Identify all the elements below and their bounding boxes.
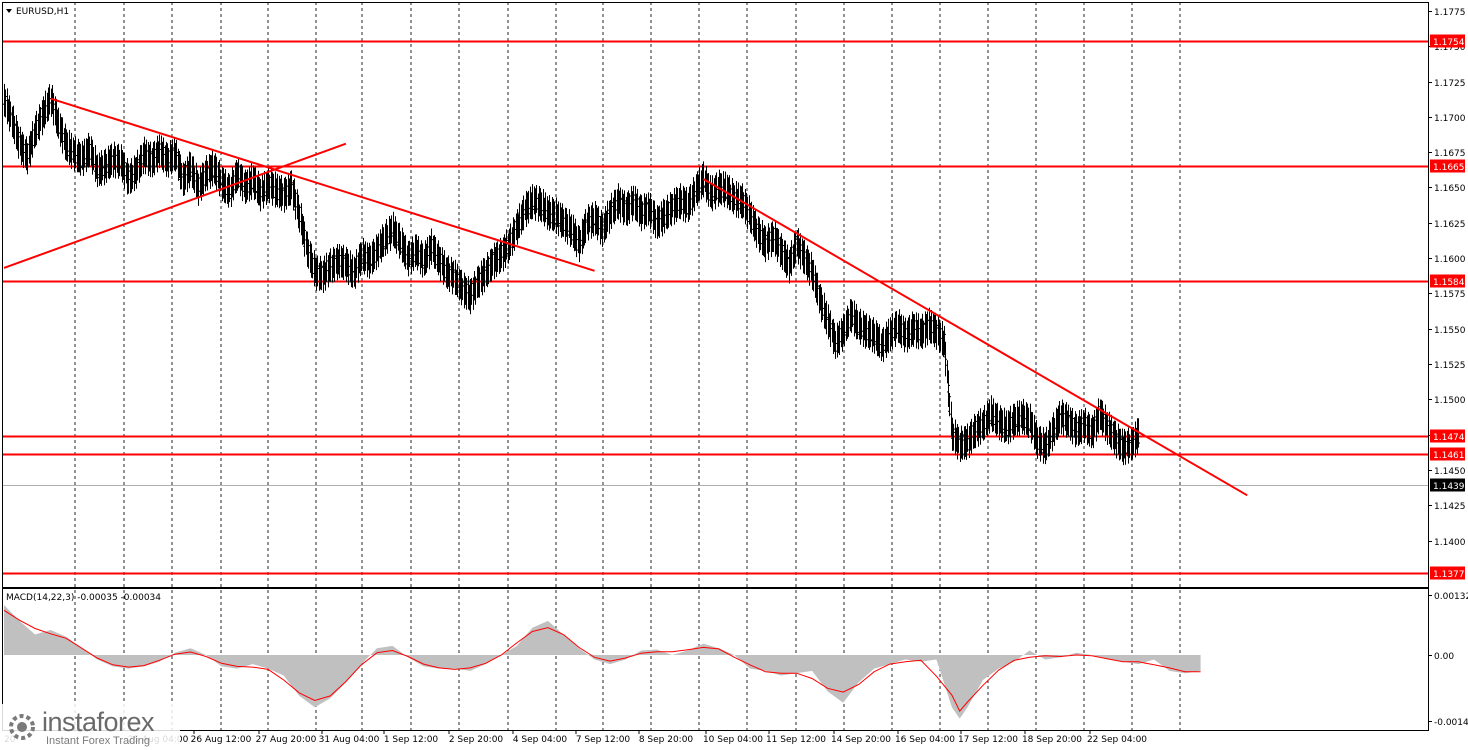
macd-panel	[3, 605, 1201, 719]
price-tick-label: 1.1525	[1434, 361, 1466, 371]
macd-tick-label: 0.00	[1434, 652, 1454, 662]
price-tick-label: 1.1675	[1434, 149, 1466, 159]
horizontal-levels	[2, 40, 1428, 575]
chart-labels: EURUSD,H1 MACD(14,22,3) -0.00035 -0.00034	[6, 7, 161, 603]
price-tick-label: 1.1575	[1434, 290, 1466, 300]
time-tick-label: 22 Sep 04:00	[1087, 735, 1147, 745]
price-tick-label: 1.1500	[1434, 396, 1466, 406]
time-tick-label: 27 Aug 20:00	[256, 735, 317, 745]
price-tick-label: 1.1400	[1434, 538, 1466, 548]
time-tick-label: 1 Sep 12:00	[384, 735, 439, 745]
price-tick-label: 1.1750	[1434, 43, 1466, 53]
macd-label: MACD(14,22,3) -0.00035 -0.00034	[6, 593, 161, 603]
macd-tick-label: -0.00144	[1434, 718, 1468, 728]
level-label: 1.1461	[1433, 451, 1465, 461]
level-label-bg	[1430, 447, 1465, 461]
time-tick-label: 2 Sep 20:00	[449, 735, 504, 745]
level-label: 1.1665	[1433, 163, 1465, 173]
macd-histogram	[4, 605, 1201, 719]
macd-panel-border	[2, 588, 1429, 731]
symbol-label: EURUSD,H1	[16, 7, 69, 17]
level-label: 1.1474	[1433, 433, 1465, 443]
macd-tick-label: 0.00132	[1434, 592, 1468, 602]
vertical-grid	[74, 2, 1181, 730]
level-label: 1.1754	[1433, 38, 1465, 48]
instaforex-logo-icon	[9, 714, 35, 740]
price-tick-label: 1.1600	[1434, 255, 1466, 265]
level-label-bg	[1430, 566, 1465, 580]
level-label-bg	[1430, 429, 1465, 443]
level-label: 1.1377	[1433, 570, 1465, 580]
trendline	[3, 142, 347, 269]
watermark-tagline: Instant Forex Trading	[46, 735, 150, 747]
ohlc-bars	[3, 83, 1140, 466]
level-label-bg	[1430, 274, 1465, 288]
time-tick-label: 31 Aug 04:00	[319, 735, 380, 745]
trendlines	[3, 97, 1248, 497]
price-tick-label: 1.1450	[1434, 467, 1466, 477]
current-price-label-bg	[1430, 478, 1465, 492]
level-label: 1.1584	[1433, 278, 1465, 288]
price-tick-label: 1.1625	[1434, 220, 1466, 230]
price-tick-label: 1.1425	[1434, 502, 1466, 512]
time-tick-label: 8 Sep 20:00	[639, 735, 694, 745]
instaforex-watermark: instaforex Instant Forex Trading	[2, 704, 180, 750]
price-tick-label: 1.1725	[1434, 79, 1466, 89]
trendline	[50, 97, 595, 272]
time-tick-label: 18 Sep 20:00	[1022, 735, 1082, 745]
time-tick-label: 26 Aug 12:00	[191, 735, 252, 745]
price-tick-label: 1.1550	[1434, 326, 1466, 336]
main-panel-border	[2, 2, 1429, 588]
time-tick-label: 14 Sep 20:00	[831, 735, 891, 745]
price-tick-label: 1.1700	[1434, 114, 1466, 124]
time-tick-label: 7 Sep 12:00	[576, 735, 631, 745]
chart-frame	[2, 2, 1429, 731]
time-tick-label: 4 Sep 04:00	[513, 735, 568, 745]
time-tick-label: 11 Sep 12:00	[766, 735, 826, 745]
price-tick-label: 1.1775	[1434, 8, 1466, 18]
current-price-label: 1.1439	[1433, 482, 1465, 492]
time-tick-label: 10 Sep 04:00	[703, 735, 763, 745]
symbol-dropdown-icon	[6, 9, 12, 13]
macd-signal-line	[3, 609, 1201, 713]
price-axis: 1.1754 1.1665 1.1584 1.1474 1.1461 1.1377 1.17…	[1428, 8, 1468, 728]
price-tick-label: 1.1650	[1434, 184, 1466, 194]
level-label-bg	[1430, 34, 1465, 48]
time-tick-label: 17 Sep 12:00	[958, 735, 1018, 745]
time-tick-label: 16 Sep 04:00	[895, 735, 955, 745]
watermark-brand: instaforex	[42, 707, 155, 737]
level-label-bg	[1430, 159, 1465, 173]
trendline	[702, 178, 1248, 497]
